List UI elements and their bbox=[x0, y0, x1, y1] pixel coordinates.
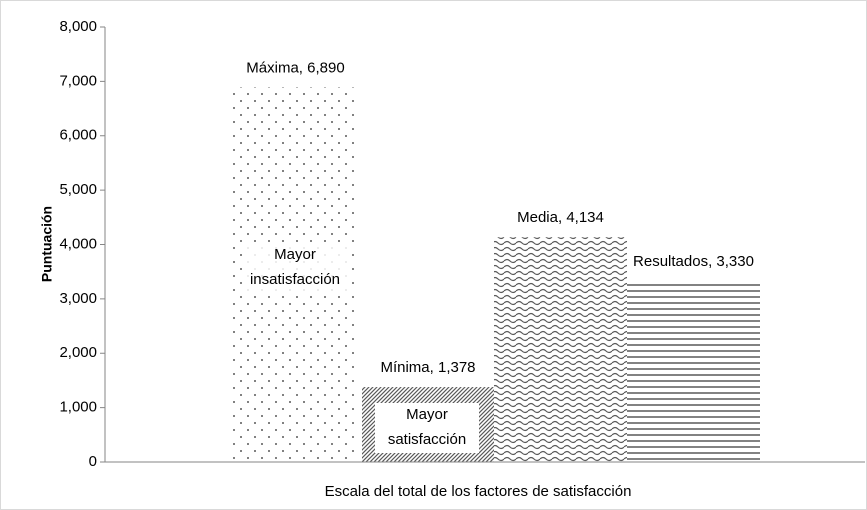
bar bbox=[627, 280, 760, 462]
annotation-bg bbox=[375, 403, 479, 453]
value-label: Resultados, 3,330 bbox=[633, 253, 754, 270]
y-axis-title: Puntuación bbox=[39, 206, 55, 282]
annotation: insatisfacción bbox=[250, 271, 340, 288]
y-tick-label: 5,000 bbox=[59, 181, 97, 198]
y-tick-label: 0 bbox=[89, 453, 97, 470]
annotation: satisfacción bbox=[388, 431, 466, 448]
value-label: Media, 4,134 bbox=[517, 209, 604, 226]
y-tick-label: 4,000 bbox=[59, 235, 97, 252]
annotation: Mayor bbox=[274, 246, 316, 263]
y-tick-label: 6,000 bbox=[59, 127, 97, 144]
y-tick-label: 3,000 bbox=[59, 290, 97, 307]
y-tick-label: 8,000 bbox=[59, 18, 97, 35]
y-tick-label: 1,000 bbox=[59, 399, 97, 416]
bar bbox=[494, 237, 627, 462]
value-label: Máxima, 6,890 bbox=[246, 59, 344, 76]
value-label: Mínima, 1,378 bbox=[380, 359, 475, 376]
x-axis-title: Escala del total de los factores de sati… bbox=[325, 483, 632, 500]
annotation-bg bbox=[243, 243, 347, 293]
y-tick-label: 2,000 bbox=[59, 344, 97, 361]
annotation: Mayor bbox=[406, 406, 448, 423]
y-tick-label: 7,000 bbox=[59, 72, 97, 89]
